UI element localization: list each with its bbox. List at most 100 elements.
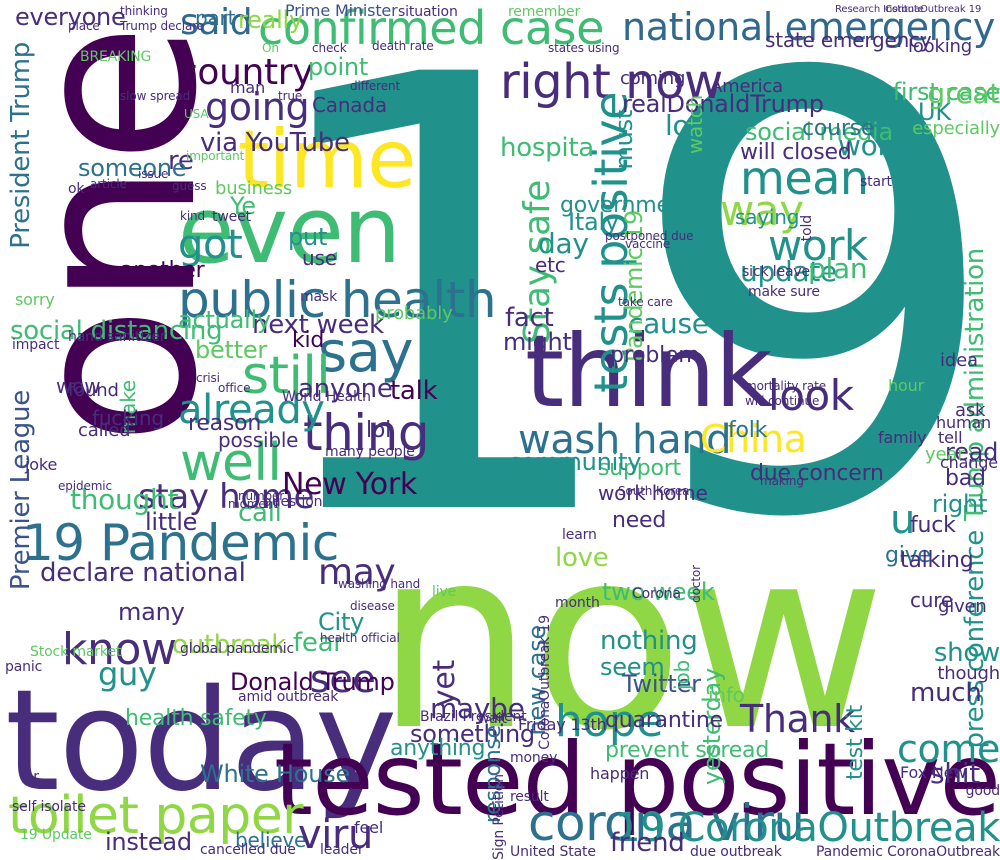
word-situation: situation [398, 4, 458, 20]
word-right: right [932, 490, 988, 518]
word-thinking: thinking [120, 4, 168, 18]
word-talking: talking [900, 548, 974, 573]
word-mean: mean [740, 151, 869, 205]
word-tell: tell [938, 428, 963, 447]
word-impact: impact [12, 337, 60, 353]
word-declare-national: declare national [40, 558, 246, 588]
word-china: China [700, 417, 807, 461]
word-time: time [238, 113, 416, 206]
word-live: live [432, 584, 457, 600]
word-shit: shit [930, 757, 980, 790]
word-make-sure: make sure [748, 284, 820, 300]
word-another: another [120, 258, 205, 283]
word-doctor: doctor [689, 565, 703, 603]
word-even: even [178, 177, 401, 284]
word-probably: probably [375, 303, 453, 324]
word-new-york: New York [282, 467, 417, 502]
word-slow-spread: slow spread [120, 89, 191, 103]
word-via-youtube: via YouTube [200, 128, 350, 158]
word-called: called [78, 420, 131, 441]
word-number: number [238, 489, 285, 503]
word-etc: etc [535, 253, 566, 277]
word-said: said [180, 2, 253, 43]
word-true: true [278, 89, 303, 103]
word-prime-minister: Prime Minister [285, 1, 398, 20]
word-something: something [410, 720, 535, 748]
word-president-trump: President Trump [6, 42, 36, 249]
word-many-people: many people [325, 444, 415, 460]
word-article: article [90, 177, 127, 191]
word-remember: remember [508, 4, 581, 20]
word-told: told [799, 215, 815, 242]
word-fuck: fuck [910, 513, 956, 538]
word-self-isolate: self isolate [12, 799, 86, 815]
word-health-official: health official [320, 631, 400, 645]
word-re: re [168, 146, 194, 176]
word-fucking: fucking [92, 406, 164, 430]
word-man: man [230, 78, 266, 97]
word-talk: talk [390, 376, 438, 406]
word-thank: Thank [740, 697, 855, 741]
word-wait: wait [478, 711, 507, 727]
word-say: say [318, 320, 414, 385]
word-though: though [937, 663, 1000, 684]
word-bad: bad [945, 466, 986, 491]
word-mask: mask [300, 289, 338, 305]
word-sick-leave: sick leave [742, 264, 811, 280]
word-pandemic-coronaoutbreak: Pandemic CoronaOutbreak [815, 844, 1000, 860]
word-lot: lot [665, 109, 701, 142]
word-point: point [308, 53, 369, 81]
word-take-care: take care [618, 295, 673, 309]
word-still: still [242, 346, 331, 406]
word-19: 19 [248, 0, 1000, 649]
word-believe: believe [235, 828, 307, 852]
word-social-media: social media [745, 118, 893, 146]
word-white-house: White House [200, 760, 350, 788]
word-think: think [525, 313, 773, 430]
word-happen: happen [590, 764, 650, 783]
word-friday-13th: Friday 13th [518, 715, 607, 734]
word-canada: Canada [312, 93, 387, 117]
word-leader: leader [320, 842, 364, 858]
word-saying: saying [735, 205, 800, 229]
word-fox-new: Fox New [900, 763, 967, 782]
word-viru: viru [298, 812, 373, 858]
word-ask: ask [955, 400, 986, 421]
word-great: great [927, 77, 1000, 110]
word-thought: thought [70, 483, 179, 516]
word-making: making [760, 474, 804, 488]
word-different: different [350, 79, 401, 93]
word-month: month [555, 595, 600, 611]
word-far: far [20, 769, 39, 785]
word-premier-league: Premier League [6, 390, 36, 591]
word-health-safety: health safety [125, 706, 267, 731]
word-looking: looking [908, 36, 973, 57]
word-show: show [933, 638, 1000, 668]
word-feel: feel [354, 818, 384, 837]
word-family: family [878, 428, 927, 447]
word-death-rate: death rate [372, 39, 434, 53]
word-test-kit: test kit [843, 705, 868, 780]
word-come: come [896, 727, 1000, 771]
word-public-health: public health [178, 271, 497, 329]
word-well: well [180, 433, 282, 493]
word-seem: seem [600, 653, 665, 681]
word-corona-viru: corona viru [528, 794, 805, 852]
word-learn: learn [562, 527, 597, 543]
word-confirmed-case: confirmed case [258, 1, 604, 55]
word-hope: hope [555, 696, 664, 747]
word-money: money [510, 750, 558, 766]
word-instead: instead [105, 828, 192, 856]
word-read: read [945, 438, 999, 466]
word-put: put [288, 223, 328, 251]
word-outbreak: outbreak [172, 630, 287, 660]
word-crisi: crisi [196, 371, 220, 385]
word-right-now: right now [500, 54, 723, 110]
word-problem: problem [610, 343, 700, 368]
word-19-update: 19 Update [20, 827, 92, 843]
word-everyone: everyone [15, 3, 126, 31]
word-possible: possible [218, 428, 299, 452]
word-next-week: next week [252, 310, 384, 340]
word-twitter: Twitter [622, 670, 701, 698]
